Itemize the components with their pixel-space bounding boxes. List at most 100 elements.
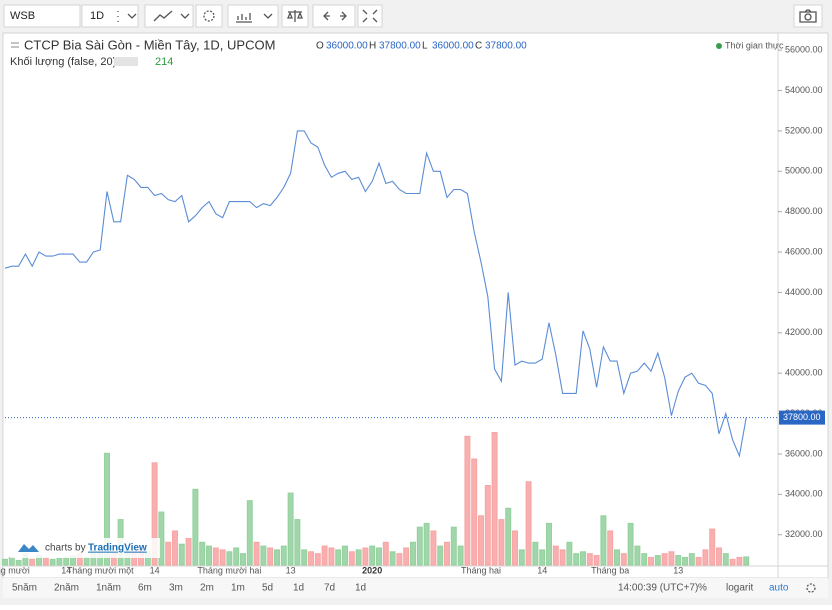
volume-bar	[457, 545, 464, 566]
volume-bar	[478, 515, 484, 566]
volume-bar	[335, 549, 342, 566]
volume-bar	[2, 558, 8, 566]
bottom-bar-bg	[3, 578, 828, 598]
volume-bar	[505, 507, 512, 566]
y-tick-label: 36000.00	[785, 448, 823, 458]
interval-box[interactable]	[81, 4, 139, 28]
volume-bar	[287, 492, 294, 566]
range-button[interactable]: 5năm	[12, 583, 37, 594]
range-button[interactable]: 5d	[262, 583, 273, 594]
snapshot-button[interactable]	[793, 4, 823, 28]
volume-bar	[675, 555, 682, 566]
volume-bar	[620, 553, 627, 566]
volume-bar	[512, 530, 518, 566]
ohlc-name: L	[422, 41, 428, 52]
line-icon	[153, 10, 190, 22]
volume-bar	[444, 541, 450, 566]
legend-handle	[11, 42, 19, 48]
range-button[interactable]: 1d	[293, 583, 304, 594]
y-tick-label: 44000.00	[785, 287, 823, 297]
volume-bar	[328, 547, 335, 566]
status: Thời gian thực	[725, 40, 784, 50]
volume-bar	[484, 485, 491, 566]
volume-bar	[532, 541, 539, 566]
y-tick-label: 34000.00	[785, 489, 823, 499]
ohlc-value: 37800.00	[379, 41, 421, 52]
volume-bar	[56, 557, 63, 566]
last-price-label: 37800.00	[783, 412, 821, 422]
log-toggle[interactable]: logarit	[726, 583, 753, 594]
y-tick-label: 56000.00	[785, 45, 823, 55]
undo-redo[interactable]	[312, 4, 356, 28]
range-button[interactable]: 1năm	[96, 583, 121, 594]
volume-bar	[267, 547, 274, 566]
time: 14:00:39 (UTC+7)	[618, 583, 698, 594]
volume-bar	[355, 549, 362, 566]
percent-toggle[interactable]: %	[698, 583, 707, 594]
range-button[interactable]: 3m	[169, 583, 183, 594]
scale-icon	[287, 10, 303, 22]
volume-bar	[246, 500, 253, 566]
volume-bar	[423, 522, 430, 566]
volume-bar	[369, 545, 376, 566]
volume-controls[interactable]	[114, 57, 138, 66]
volume-bar	[321, 545, 328, 566]
volume-bar	[437, 545, 444, 566]
bottom-settings[interactable]	[806, 583, 816, 593]
volume-bar	[464, 435, 471, 566]
volume-bar	[165, 541, 172, 566]
chart-panel	[2, 32, 829, 579]
settings-button[interactable]	[195, 4, 223, 28]
volume-bar	[42, 556, 49, 566]
range-button[interactable]: 1d	[355, 583, 366, 594]
branding-name[interactable]: TradingView	[88, 543, 147, 554]
volume-bar	[573, 553, 580, 566]
volume-bar	[430, 530, 437, 566]
x-tick-label: 14	[61, 565, 71, 575]
range-button[interactable]: 6m	[138, 583, 152, 594]
volume-bar	[172, 530, 178, 566]
auto-toggle[interactable]: auto	[769, 583, 789, 594]
bottom-bar: 14:00:39 (UTC+7) % logarit auto 5năm 2năm…	[3, 578, 828, 598]
volume-bar	[709, 528, 716, 566]
range-button[interactable]: 2năm	[54, 583, 79, 594]
ohlc: O 36000.00 H 37800.00 L 36000.00 C 37800.00	[316, 41, 527, 52]
y-tick-label: 52000.00	[785, 125, 823, 135]
volume-bar	[301, 549, 308, 566]
volume-bar	[192, 488, 199, 566]
status-dot	[716, 43, 722, 49]
volume-bar	[104, 452, 110, 566]
x-tick-label: Tháng mười hai	[197, 565, 261, 575]
chart-type-button[interactable]	[144, 4, 194, 28]
volume-bar	[525, 481, 532, 566]
volume-bar	[185, 538, 192, 566]
gear-icon	[203, 10, 215, 22]
symbol-box[interactable]	[3, 4, 81, 28]
fullscreen-button[interactable]	[357, 4, 383, 28]
volume-bar	[580, 551, 586, 566]
x-tick-label: 13	[286, 565, 296, 575]
volume-bar	[362, 547, 369, 566]
range-button[interactable]: 2m	[200, 583, 214, 594]
volume-bar	[518, 549, 525, 566]
volume-bar	[253, 541, 260, 566]
volume-bar	[471, 458, 478, 566]
ohlc-value: 36000.00	[326, 41, 368, 52]
price-line	[4, 130, 747, 458]
volume-bar	[219, 549, 226, 566]
branding-bg	[10, 538, 160, 558]
volume-bar	[274, 549, 280, 566]
x-tick-label: Tháng mười một	[67, 565, 134, 575]
range-button[interactable]: 1m	[231, 583, 245, 594]
x-tick-label: 2020	[362, 565, 382, 575]
volume-value: 214	[155, 56, 173, 68]
ohlc-name: O	[316, 41, 324, 52]
volume-bar	[348, 551, 355, 566]
volume-bar	[743, 556, 750, 566]
volume-bar	[634, 545, 641, 566]
range-button[interactable]: 7d	[324, 583, 335, 594]
ohlc-name: H	[369, 41, 376, 52]
volume-bar	[240, 553, 246, 566]
y-tick-label: 42000.00	[785, 327, 823, 337]
